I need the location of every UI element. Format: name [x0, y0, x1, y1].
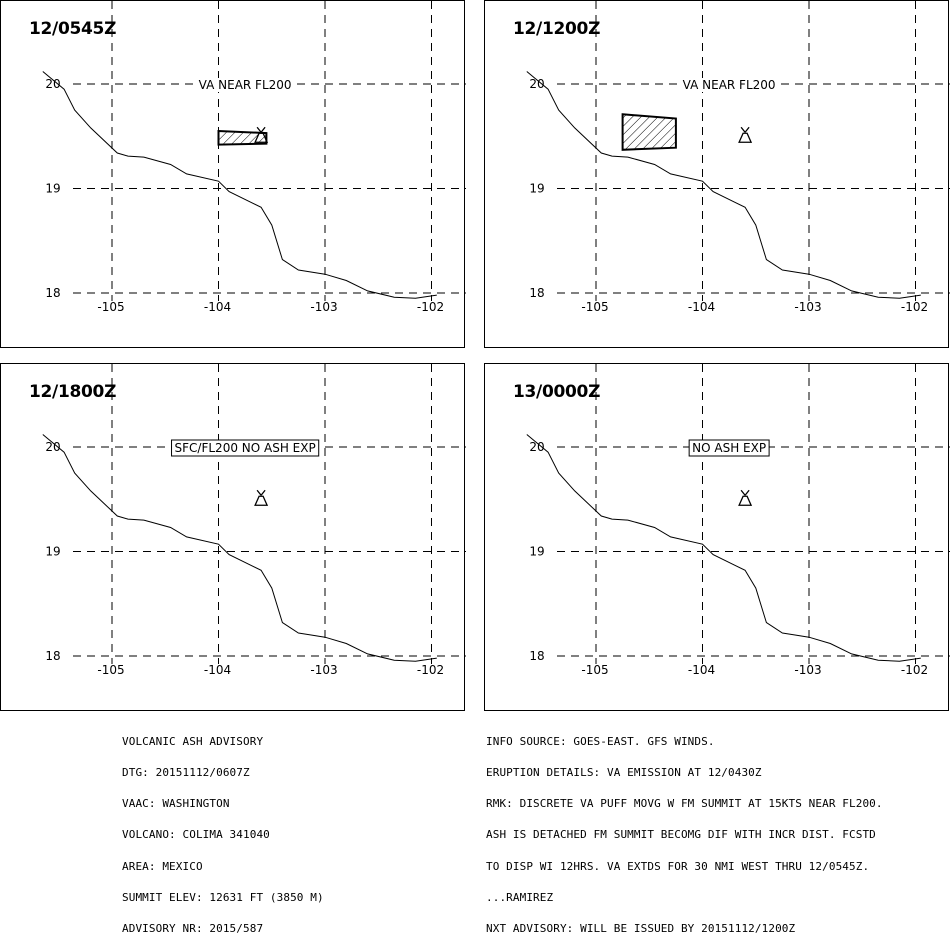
advisory-line: ERUPTION DETAILS: VA EMISSION AT 12/0430…: [486, 766, 762, 780]
longitude-tick-label: -103: [794, 300, 821, 314]
longitude-tick-label: -105: [581, 300, 608, 314]
ash-annotation-label: VA NEAR FL200: [199, 78, 292, 92]
longitude-tick-label: -102: [417, 663, 444, 677]
longitude-tick-label: -103: [310, 663, 337, 677]
advisory-line: AREA: MEXICO: [122, 859, 203, 873]
ash-cloud-area: [217, 129, 268, 146]
longitude-tick-label: -104: [688, 663, 715, 677]
advisory-line: NXT ADVISORY: WILL BE ISSUED BY 20151112…: [486, 922, 796, 936]
grid-lines: [73, 1, 466, 301]
longitude-tick-label: -102: [901, 300, 928, 314]
latitude-tick-label: 18: [529, 649, 544, 663]
longitude-tick-label: -102: [417, 300, 444, 314]
coastline: [42, 434, 437, 662]
coastline: [526, 434, 921, 662]
longitude-tick-label: -105: [97, 663, 124, 677]
advisory-details-left: VOLCANIC ASH ADVISORY DTG: 20151112/0607…: [122, 716, 324, 945]
map-svg: -105 -104 -103 -102 20 19 18 VA NEAR FL200: [42, 1, 466, 314]
coastline: [526, 71, 921, 299]
advisory-line: RMK: DISCRETE VA PUFF MOVG W FM SUMMIT A…: [486, 797, 883, 811]
map-svg: -105 -104 -103 -102 20 19 18 SFC/FL200 NO ASH E…: [42, 364, 466, 677]
ash-annotation-label: NO ASH EXP: [692, 441, 766, 455]
latitude-tick-label: 18: [45, 649, 60, 663]
volcano-icon: [254, 126, 269, 143]
advisory-details-right: INFO SOURCE: GOES-EAST. GFS WINDS. ERUPT…: [486, 716, 883, 945]
longitude-tick-label: -105: [581, 663, 608, 677]
longitude-tick-label: -104: [204, 663, 231, 677]
latitude-tick-label: 20: [45, 77, 60, 91]
panel-time-label: 12/1200Z: [513, 19, 601, 39]
advisory-line: VOLCANO: COLIMA 341040: [122, 828, 270, 842]
longitude-tick-label: -103: [794, 663, 821, 677]
ash-cloud-area: [621, 113, 677, 151]
advisory-line: TO DISP WI 12HRS. VA EXTDS FOR 30 NMI WE…: [486, 859, 870, 873]
advisory-line: INFO SOURCE: GOES-EAST. GFS WINDS.: [486, 734, 715, 748]
advisory-line: ...RAMIREZ: [486, 890, 554, 904]
volcano-icon: [738, 489, 753, 506]
longitude-tick-label: -103: [310, 300, 337, 314]
annotation-box: [171, 439, 320, 457]
grid-lines: [73, 364, 466, 664]
forecast-panel-2: 12/1200Z -105 -104 -103 -102 20 19 18 VA NEAR F…: [484, 0, 950, 348]
longitude-tick-label: -102: [901, 663, 928, 677]
latitude-tick-label: 20: [529, 77, 544, 91]
map-svg: -105 -104 -103 -102 20 19 18 VA NEAR FL200: [526, 1, 950, 314]
latitude-tick-label: 19: [45, 545, 60, 559]
ash-annotation-label: SFC/FL200 NO ASH EXP: [175, 441, 316, 455]
grid-lines: [557, 1, 950, 301]
map-svg: -105 -104 -103 -102 20 19 18 NO ASH EXP: [526, 364, 950, 677]
latitude-tick-label: 20: [45, 440, 60, 454]
advisory-line: VOLCANIC ASH ADVISORY: [122, 734, 264, 748]
latitude-tick-label: 19: [529, 545, 544, 559]
latitude-tick-label: 20: [529, 440, 544, 454]
forecast-panel-1: 12/0545Z -105 -104 -103 -102 20 19 18 VA NEAR F…: [0, 0, 466, 348]
ash-annotation-label: VA NEAR FL200: [683, 78, 776, 92]
panel-time-label: 13/0000Z: [513, 382, 601, 402]
advisory-line: VAAC: WASHINGTON: [122, 797, 230, 811]
latitude-tick-label: 18: [529, 286, 544, 300]
advisory-line: DTG: 20151112/0607Z: [122, 766, 250, 780]
panel-time-label: 12/0545Z: [29, 19, 117, 39]
longitude-tick-label: -104: [204, 300, 231, 314]
advisory-line: SUMMIT ELEV: 12631 FT (3850 M): [122, 890, 324, 904]
advisory-line: ADVISORY NR: 2015/587: [122, 922, 264, 936]
latitude-tick-label: 19: [45, 182, 60, 196]
advisory-line: ASH IS DETACHED FM SUMMIT BECOMG DIF WIT…: [486, 828, 876, 842]
forecast-panel-3: 12/1800Z -105 -104 -103 -102 20 19 18 SFC/FL200…: [0, 363, 466, 711]
annotation-box: [688, 439, 770, 457]
panel-time-label: 12/1800Z: [29, 382, 117, 402]
grid-lines: [557, 364, 950, 664]
volcano-icon: [738, 126, 753, 143]
coastline: [42, 71, 437, 299]
latitude-tick-label: 18: [45, 286, 60, 300]
forecast-panel-4: 13/0000Z -105 -104 -103 -102 20 19 18 NO ASH EX…: [484, 363, 950, 711]
longitude-tick-label: -105: [97, 300, 124, 314]
volcano-icon: [254, 489, 269, 506]
latitude-tick-label: 19: [529, 182, 544, 196]
longitude-tick-label: -104: [688, 300, 715, 314]
